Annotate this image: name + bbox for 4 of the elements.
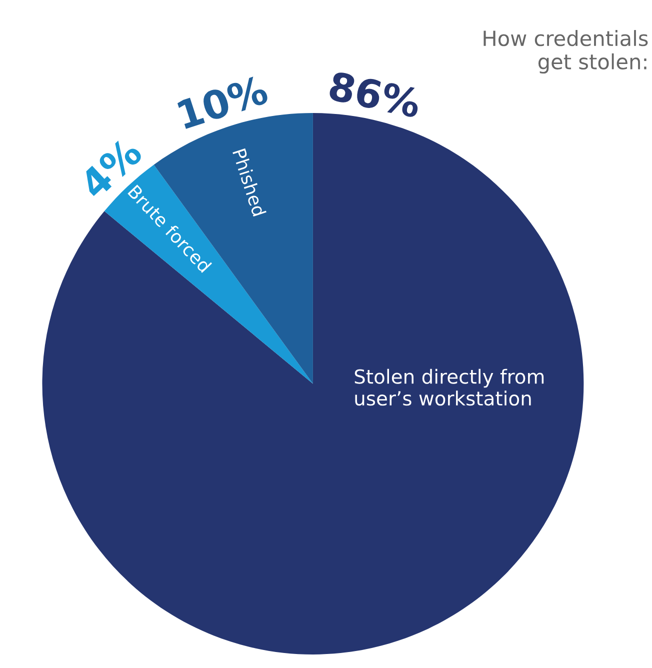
slice-label: Stolen directly from user’s workstation bbox=[354, 368, 544, 406]
data-label: 10% bbox=[176, 74, 270, 130]
chart-title: How credentials get stolen: bbox=[484, 30, 648, 74]
data-label: 86% bbox=[328, 70, 422, 118]
